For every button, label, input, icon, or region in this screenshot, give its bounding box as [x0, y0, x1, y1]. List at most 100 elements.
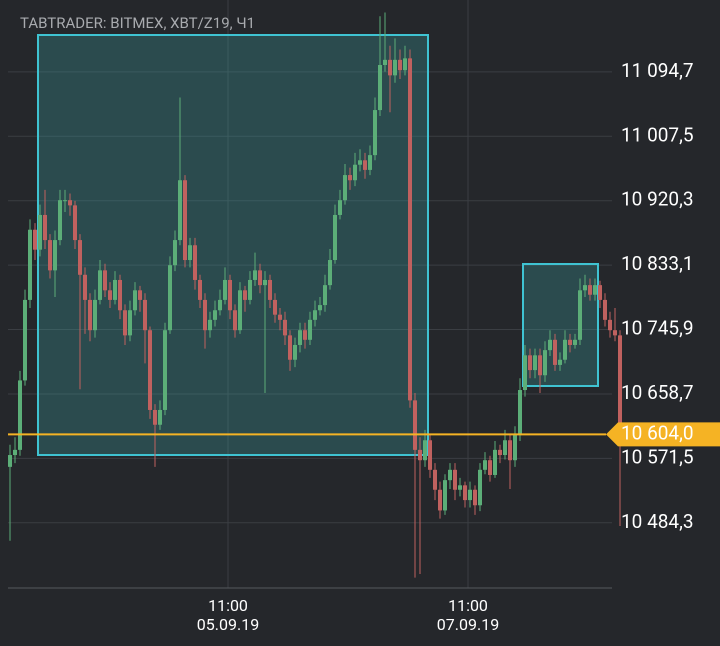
candle-body: [358, 160, 362, 165]
candle-body: [338, 200, 342, 215]
candle-body: [143, 299, 147, 331]
candle-body: [458, 485, 462, 490]
candle-body: [178, 180, 182, 241]
drawing-rectangle[interactable]: [37, 34, 429, 456]
x-tick-date: 05.09.19: [197, 615, 259, 634]
candle-body: [453, 469, 457, 490]
candle-body: [23, 299, 27, 381]
candle-body: [73, 205, 77, 241]
candle-body: [543, 350, 547, 376]
candle-body: [523, 355, 527, 391]
candle-body: [498, 449, 502, 456]
candle-body: [383, 59, 387, 66]
candle-body: [98, 270, 102, 300]
candle-body: [163, 330, 167, 410]
candle-body: [403, 58, 407, 71]
candle-body: [368, 155, 372, 170]
candle-body: [298, 330, 302, 345]
candle-body: [593, 285, 597, 295]
candle-body: [78, 240, 82, 275]
candle-body: [503, 440, 507, 456]
candle-body: [493, 449, 497, 475]
candle-body: [158, 409, 162, 425]
candle-body: [423, 440, 427, 461]
candle-body: [473, 489, 477, 506]
x-tick-label: 11:00: [208, 596, 248, 615]
candle-body: [153, 409, 157, 425]
candle-body: [108, 290, 112, 300]
candle-body: [333, 214, 337, 261]
candle-body: [228, 279, 232, 311]
candle-body: [168, 265, 172, 331]
y-tick-label: 10 920,3: [621, 188, 694, 211]
y-tick-label: 11 007,5: [621, 123, 694, 146]
candle-body: [283, 319, 287, 336]
candle-body: [408, 58, 412, 401]
candle-body: [488, 460, 492, 475]
candle-body: [463, 485, 467, 501]
candle-body: [548, 339, 552, 351]
candle-body: [193, 245, 197, 280]
candle-body: [43, 214, 47, 241]
candle-body: [573, 339, 577, 345]
candle-body: [33, 229, 37, 250]
candle-body: [18, 380, 22, 450]
candle-body: [428, 440, 432, 470]
candle-body: [528, 355, 532, 371]
candle-body: [538, 355, 542, 376]
candle-body: [198, 279, 202, 300]
candle-body: [118, 279, 122, 311]
candle-body: [608, 319, 612, 331]
candle-body: [558, 359, 562, 365]
candle-body: [418, 449, 422, 461]
candle-body: [588, 285, 592, 295]
candle-body: [183, 180, 187, 261]
candle-body: [208, 319, 212, 331]
y-tick-label: 10 484,3: [621, 510, 694, 533]
x-tick-date: 07.09.19: [437, 615, 499, 634]
candle-body: [348, 175, 352, 181]
candle-body: [568, 339, 572, 345]
candle-body: [478, 469, 482, 506]
candle-body: [173, 240, 177, 266]
candle-body: [103, 270, 107, 291]
candle-body: [133, 290, 137, 311]
candle-body: [68, 200, 72, 206]
candle-body: [58, 200, 62, 241]
candle-body: [238, 290, 242, 331]
candle-body: [83, 274, 87, 300]
y-tick-label: 10 745,9: [621, 317, 694, 340]
candle-body: [13, 449, 17, 456]
candle-body: [138, 290, 142, 300]
y-tick-label: 11 094,7: [621, 59, 694, 82]
candle-body: [373, 110, 377, 156]
candle-body: [398, 59, 402, 71]
candle-body: [378, 65, 382, 111]
candle-body: [363, 160, 367, 170]
candle-body: [553, 339, 557, 365]
candle-body: [313, 310, 317, 320]
candle-body: [188, 245, 192, 261]
candle-body: [253, 270, 257, 280]
candle-body: [88, 299, 92, 331]
candle-body: [203, 299, 207, 331]
candle-body: [258, 270, 262, 286]
candle-body: [268, 279, 272, 300]
candle-body: [233, 310, 237, 331]
candle-body: [468, 489, 472, 501]
candle-body: [578, 290, 582, 340]
candle-body: [288, 335, 292, 360]
candle-body: [123, 310, 127, 336]
candle-body: [278, 314, 282, 320]
candle-body: [63, 200, 67, 202]
candle-body: [583, 285, 587, 291]
candle-body: [148, 330, 152, 410]
candle-body: [323, 285, 327, 306]
candle-body: [483, 460, 487, 470]
last-price-tag: [606, 422, 720, 447]
candle-body: [613, 330, 617, 336]
candle-body: [318, 305, 322, 311]
candle-body: [128, 310, 132, 336]
candle-body: [413, 400, 417, 450]
